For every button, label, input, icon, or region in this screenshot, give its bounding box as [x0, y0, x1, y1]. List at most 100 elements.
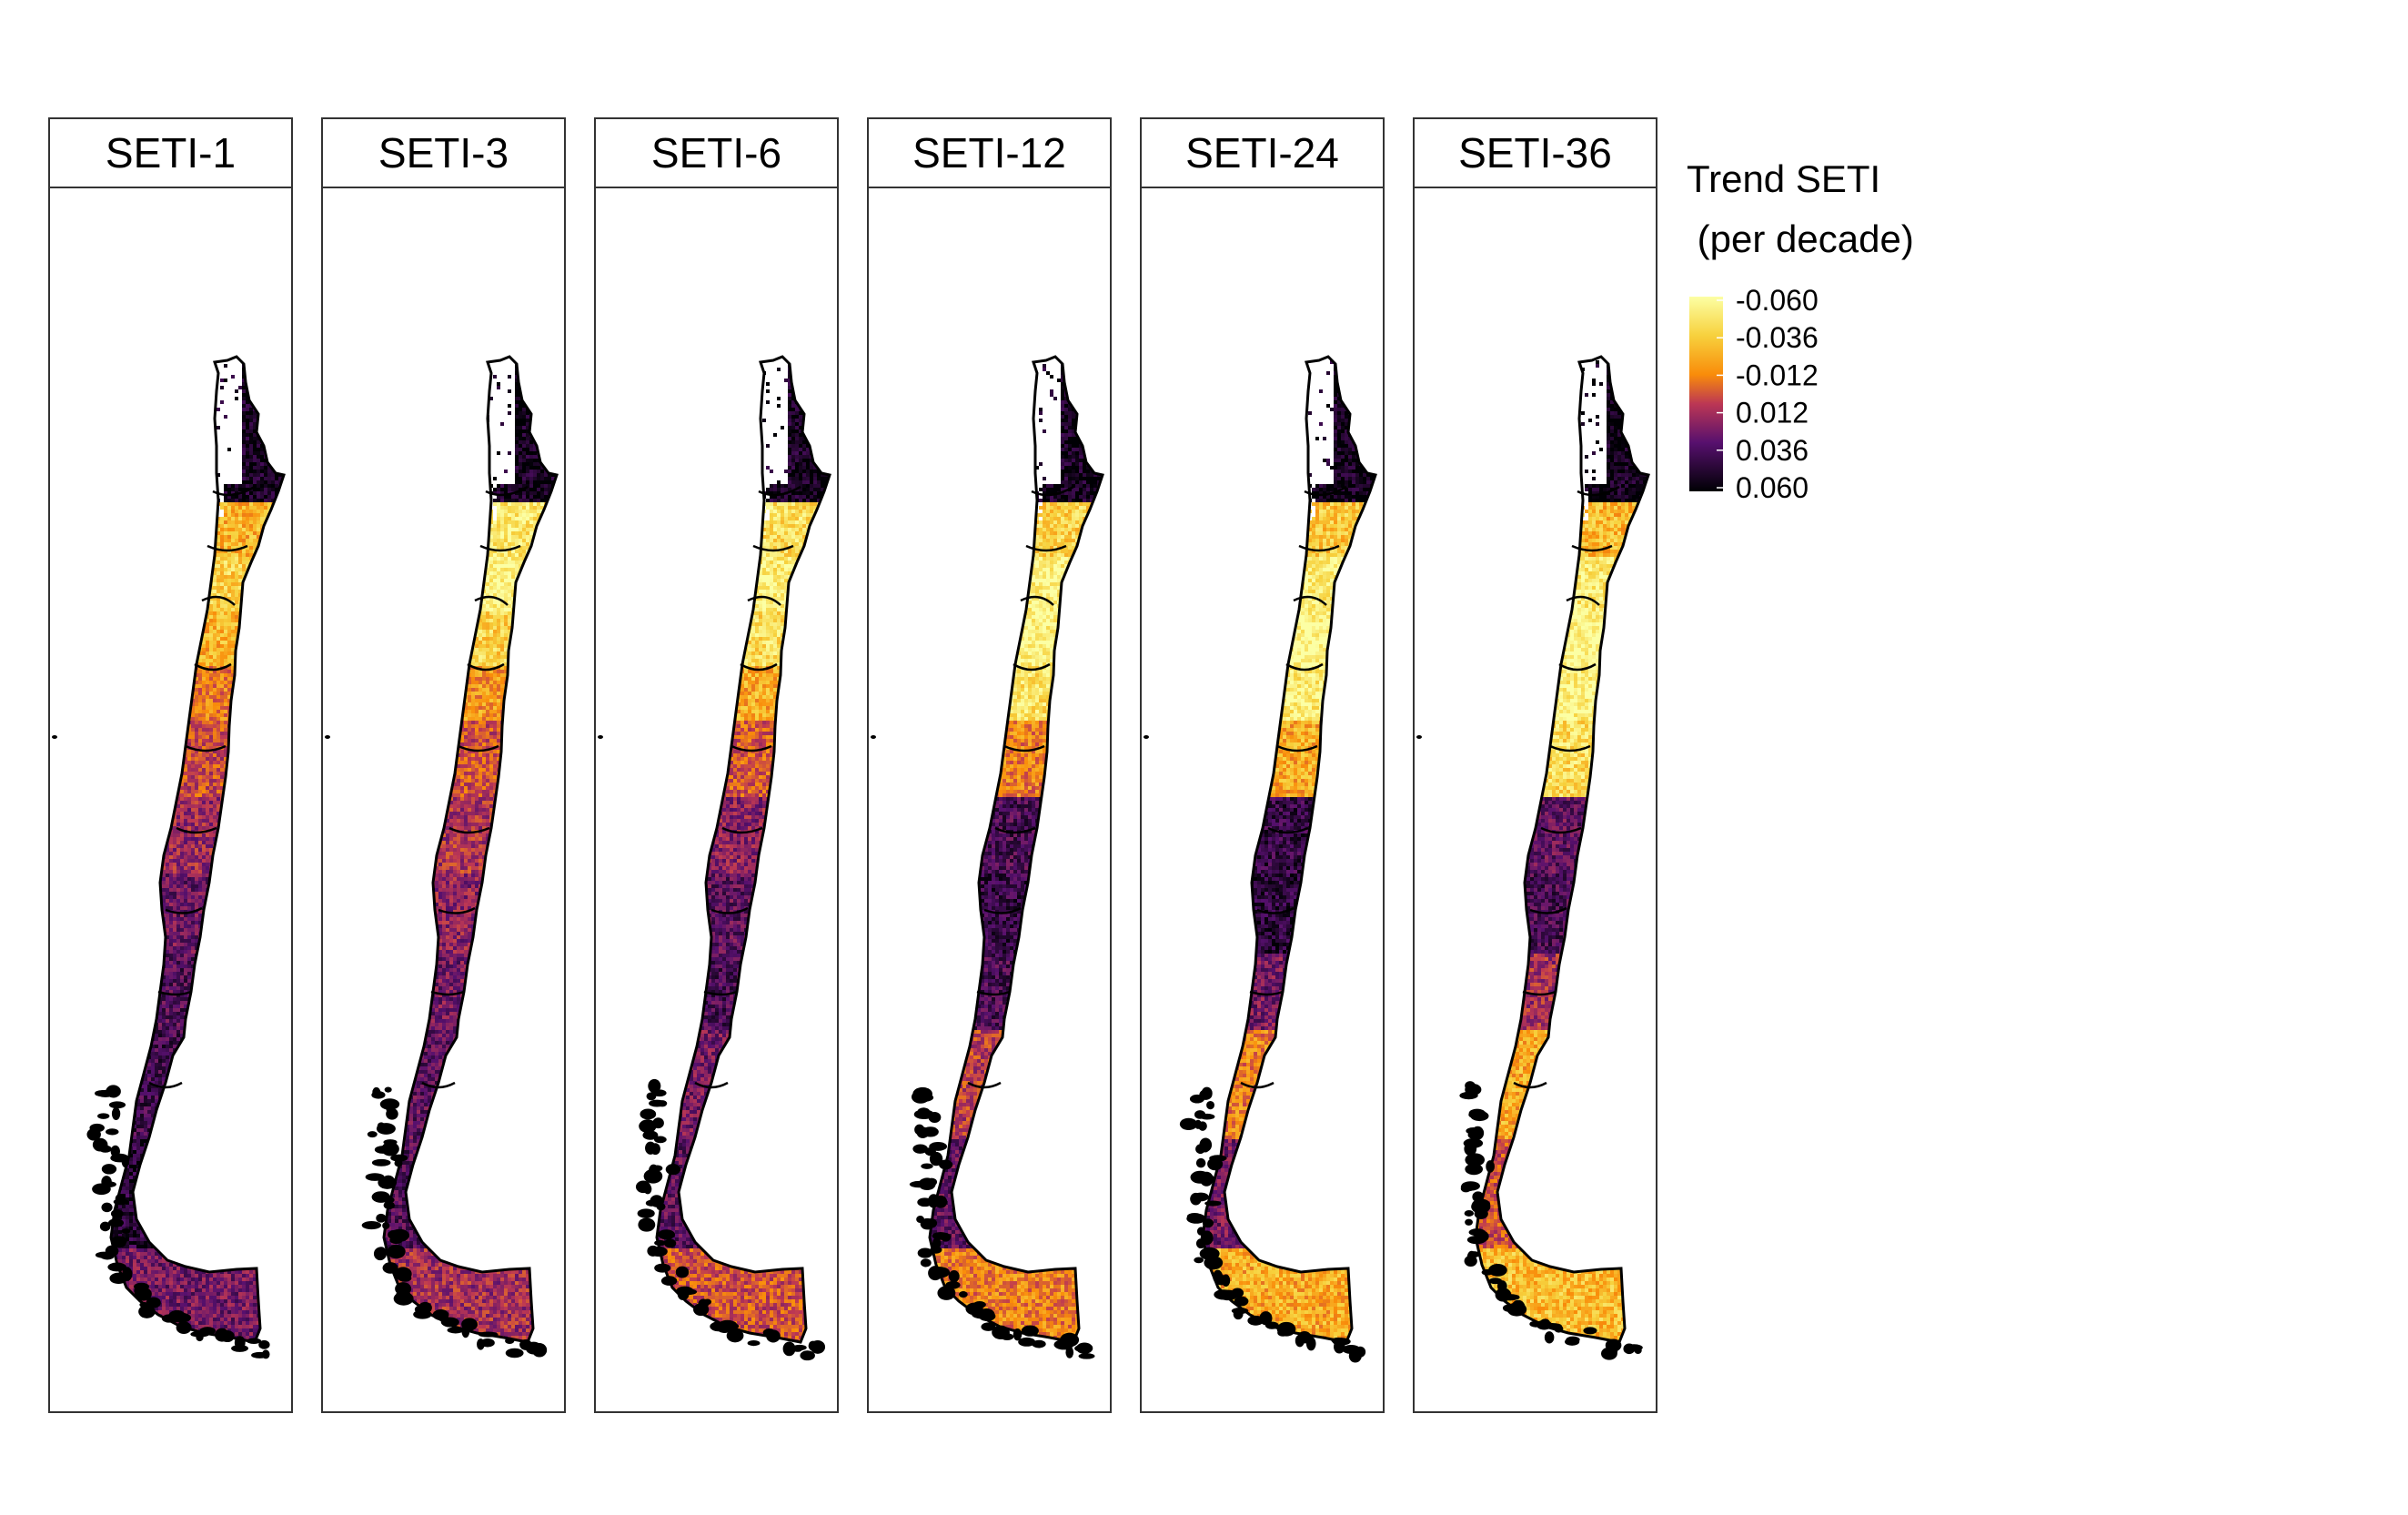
trend-cell [253, 528, 257, 531]
trend-cell [220, 520, 224, 524]
trend-cell [209, 728, 213, 732]
trend-cell [217, 742, 220, 746]
trend-cell [184, 768, 187, 772]
trend-cell [242, 455, 246, 459]
trend-cell [195, 779, 198, 783]
trend-cell [217, 768, 220, 772]
trend-cell [184, 815, 187, 819]
trend-cell [253, 470, 257, 473]
trend-cell [217, 804, 220, 808]
trend-cell [231, 535, 235, 539]
trend-cell [195, 801, 198, 804]
trend-cell [187, 742, 191, 746]
trend-cell [242, 553, 246, 557]
trend-cell [235, 608, 238, 611]
trend-cell [191, 793, 195, 797]
trend-cell [198, 702, 202, 706]
trend-cell [249, 480, 253, 484]
trend-cell [213, 797, 217, 801]
trend-cell [202, 673, 206, 677]
trend-cell [217, 630, 220, 633]
trend-cell [242, 451, 246, 455]
trend-cell [191, 724, 195, 728]
trend-cell [209, 819, 213, 823]
trend-cell [224, 524, 227, 528]
trend-cell [224, 553, 227, 557]
trend-cell [235, 502, 238, 506]
trend-cell [213, 662, 217, 666]
trend-cell [260, 470, 264, 473]
trend-cell [231, 630, 235, 633]
trend-cell [191, 721, 195, 724]
trend-cell [202, 651, 206, 655]
trend-cell [224, 721, 227, 724]
trend-cell [220, 582, 224, 586]
trend-cell [213, 633, 217, 637]
trend-cell [227, 568, 231, 571]
trend-cell [224, 724, 227, 728]
trend-cell [246, 415, 249, 419]
trend-cell [249, 499, 253, 502]
trend-cell [246, 448, 249, 451]
trend-cell [220, 721, 224, 724]
trend-cell [195, 702, 198, 706]
trend-cell [217, 659, 220, 662]
trend-cell [227, 488, 231, 491]
trend-cell [191, 804, 195, 808]
trend-cell [220, 706, 224, 710]
trend-cell [202, 764, 206, 768]
trend-cell [191, 717, 195, 721]
trend-cell [231, 648, 235, 651]
trend-cell [235, 389, 238, 393]
trend-cell [213, 786, 217, 790]
trend-cell [213, 721, 217, 724]
trend-cell [209, 721, 213, 724]
trend-cell [206, 637, 209, 641]
trend-cell [249, 535, 253, 539]
trend-cell [209, 797, 213, 801]
trend-cell [206, 684, 209, 688]
trend-cell [198, 764, 202, 768]
trend-cell [227, 546, 231, 550]
trend-cell [213, 575, 217, 579]
trend-cell [213, 695, 217, 699]
trend-cell [180, 793, 184, 797]
trend-cell [187, 819, 191, 823]
trend-cell [220, 717, 224, 721]
trend-cell [235, 531, 238, 535]
trend-cell [231, 506, 235, 510]
trend-cell [249, 451, 253, 455]
trend-cell [231, 608, 235, 611]
trend-cell [257, 531, 260, 535]
trend-cell [257, 444, 260, 448]
trend-cell [235, 582, 238, 586]
trend-cell [187, 808, 191, 812]
trend-cell [242, 415, 246, 419]
trend-cell [195, 721, 198, 724]
trend-cell [198, 713, 202, 717]
trend-cell [217, 721, 220, 724]
trend-cell [206, 779, 209, 783]
trend-cell [224, 535, 227, 539]
trend-cell [224, 593, 227, 597]
trend-cell [191, 757, 195, 761]
trend-cell [220, 732, 224, 735]
trend-cell [264, 466, 267, 470]
trend-cell [224, 528, 227, 531]
trend-cell [235, 488, 238, 491]
trend-cell [242, 408, 246, 411]
trend-cell [209, 764, 213, 768]
trend-cell [249, 531, 253, 535]
trend-cell [195, 724, 198, 728]
trend-cell [227, 528, 231, 531]
trend-cell [264, 506, 267, 510]
trend-cell [209, 684, 213, 688]
trend-cell [264, 499, 267, 502]
trend-cell [275, 480, 278, 484]
trend-cell [195, 695, 198, 699]
trend-cell [217, 757, 220, 761]
trend-cell [202, 739, 206, 742]
trend-cell [187, 753, 191, 757]
trend-cell [206, 651, 209, 655]
trend-cell [195, 692, 198, 695]
